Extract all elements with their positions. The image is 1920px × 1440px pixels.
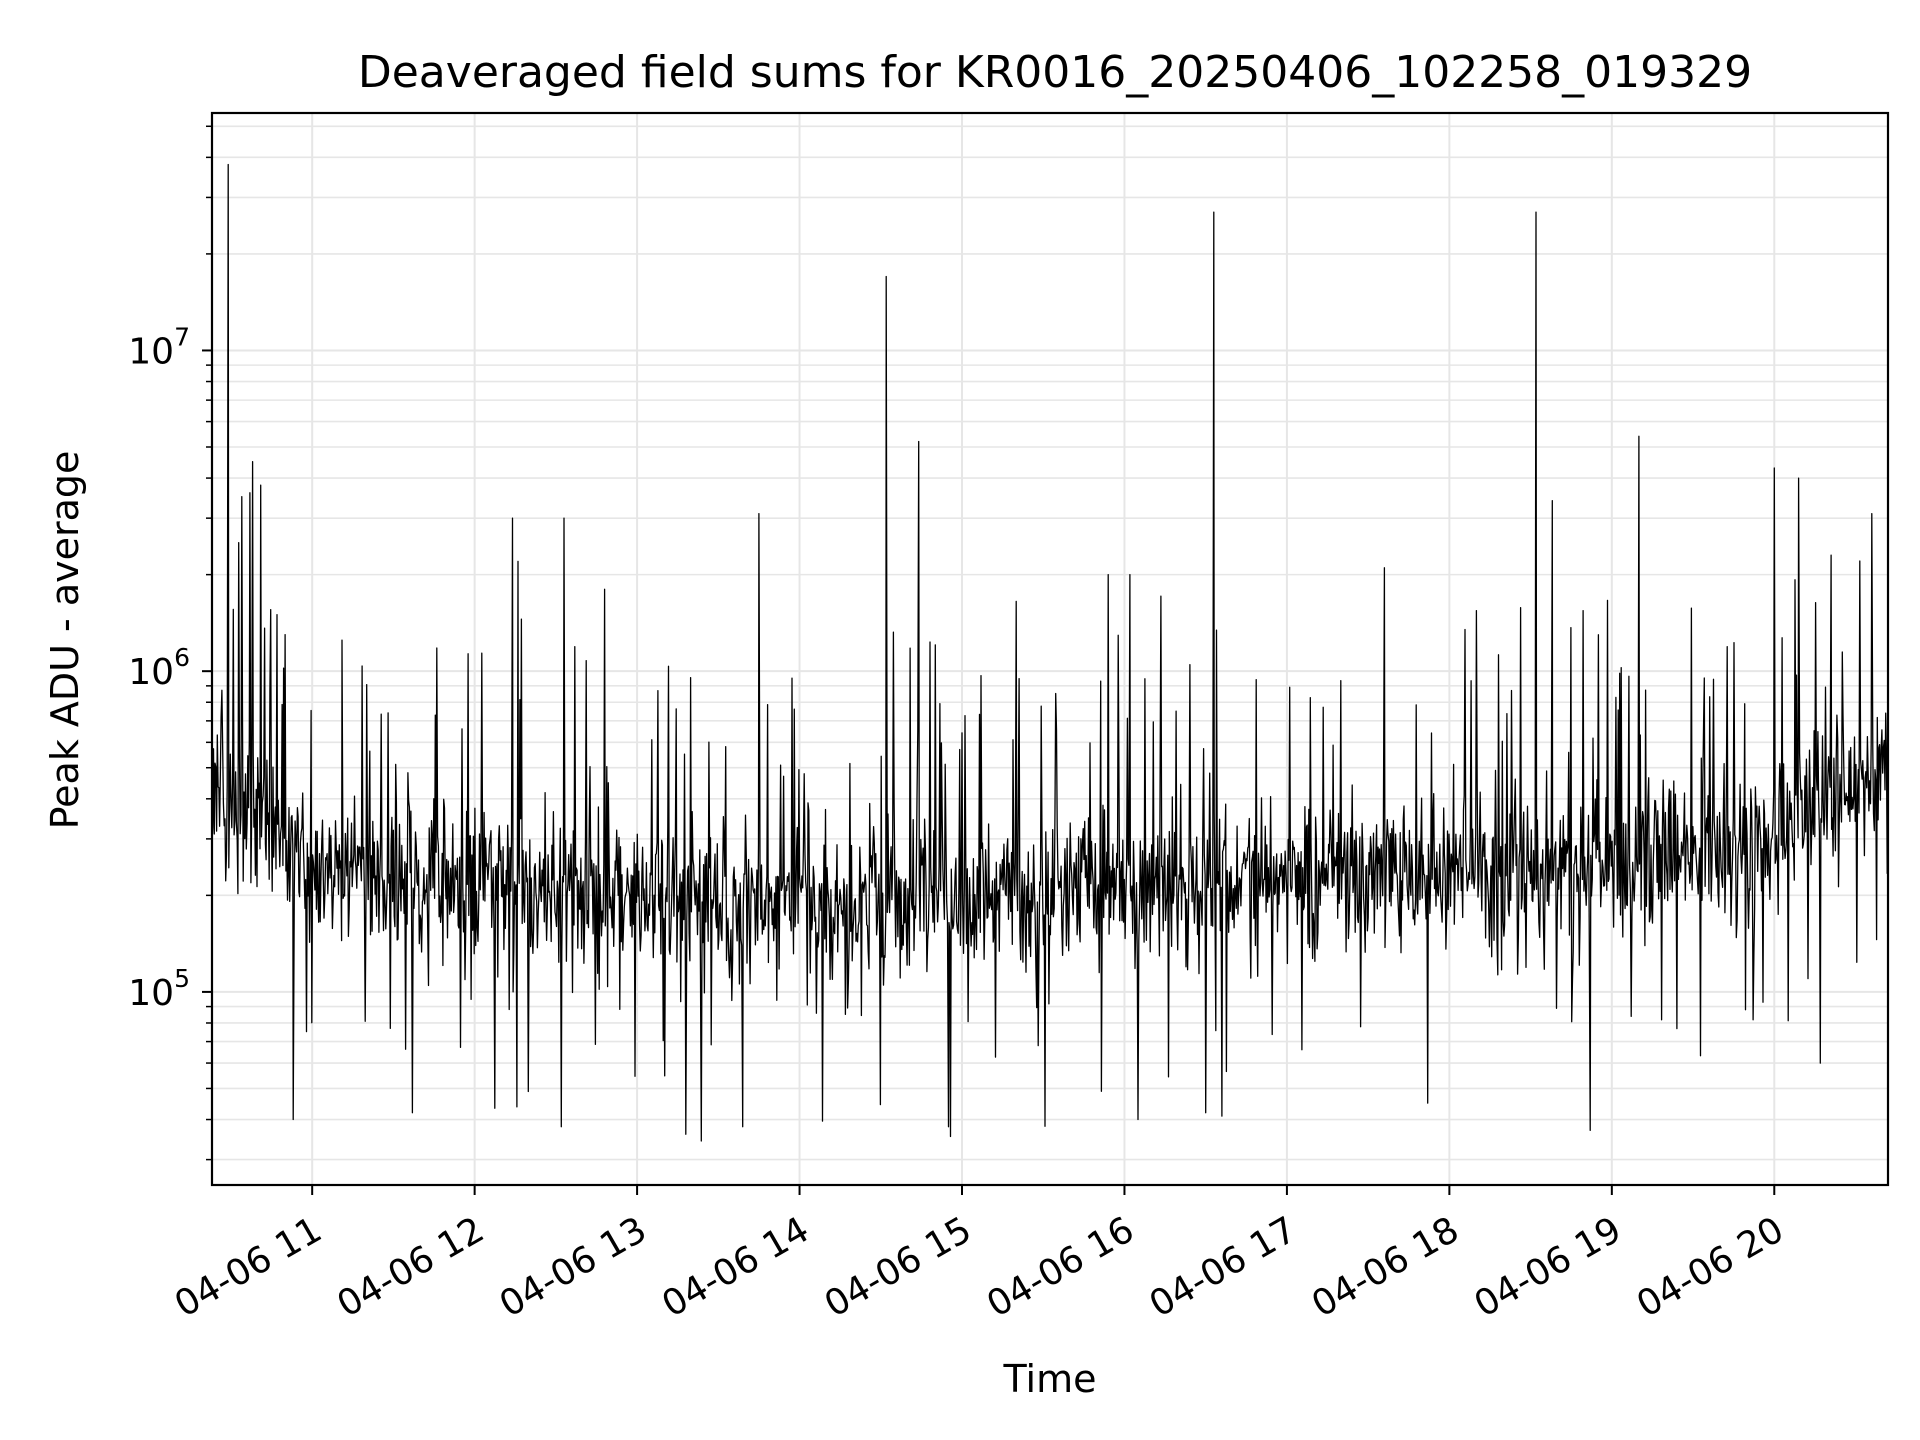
y-tick-label-base: 10 (128, 331, 174, 372)
y-tick-label: 106 (128, 643, 190, 693)
series-layer (211, 163, 1889, 1142)
y-tick-label-exponent: 7 (174, 322, 190, 351)
y-tick-label: 107 (128, 322, 190, 372)
y-tick-label-exponent: 6 (174, 643, 190, 672)
axes-frame (210, 111, 1890, 1187)
y-tick-label-base: 10 (128, 973, 174, 1014)
series-line (211, 163, 1889, 1142)
y-axis-label: Peak ADU - average (43, 451, 87, 830)
y-tick-label-base: 10 (128, 652, 174, 693)
x-axis-label: Time (1003, 1357, 1097, 1401)
chart-title: Deaveraged field sums for KR0016_2025040… (358, 47, 1752, 98)
y-tick-label: 105 (128, 964, 190, 1014)
plot-background (212, 113, 1888, 1185)
plot-area (210, 111, 1890, 1187)
y-tick-label-exponent: 5 (174, 964, 190, 993)
